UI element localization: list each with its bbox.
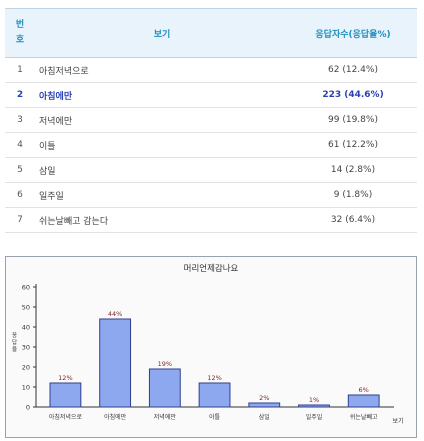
x-tick-label: 이틀 [209,413,221,421]
bar [198,382,231,408]
row-option: 쉬는날빼고 감는다 [35,207,289,233]
x-tick-label: 아침저녁으로 [49,413,83,421]
chart-title: 머리언제감나요 [184,263,239,274]
x-tick-label: 일주일 [306,413,323,421]
y-tick-label: 0 [26,404,30,412]
bar-value-label: 1% [309,396,319,404]
bar-value-label: 12% [58,374,72,382]
x-tick-label: 아침에만 [104,413,127,421]
row-number: 3 [5,107,35,133]
table-row: 4 이틀 61 (12.2%) [5,132,417,158]
y-tick-label: 60 [22,284,30,292]
bar [49,382,82,408]
table-row: 5 삼일 14 (2.8%) [5,157,417,183]
row-count: 99 (19.8%) [289,107,417,133]
y-tick-label: 30 [22,344,30,352]
x-tick-label: 저녁에만 [154,413,177,421]
row-number: 2 [5,82,35,108]
bar [347,394,380,408]
row-option: 삼일 [35,157,289,183]
y-tick-label: 50 [22,304,30,312]
bar-chart: 머리언제감나요 0 10 20 30 40 50 60 응 답 율 12% 아침저녁으로 44% 아침에만 1… [5,256,417,438]
bar [99,318,132,408]
bar [298,404,330,408]
row-count: 32 (6.4%) [289,207,417,233]
row-count: 223 (44.6%) [289,82,417,108]
x-axis-label: 보기 [392,417,403,425]
y-tick-label: 20 [22,364,30,372]
row-count: 14 (2.8%) [289,157,417,183]
table-row: 7 쉬는날빼고 감는다 32 (6.4%) [5,207,417,233]
x-tick-label: 삼일 [259,413,270,421]
row-number: 7 [5,207,35,233]
row-number: 5 [5,157,35,183]
header-option: 보기 [35,8,289,58]
bar [148,368,181,408]
y-tick-label: 40 [22,324,30,332]
row-option: 일주일 [35,182,289,208]
row-option: 저녁에만 [35,107,289,133]
table-row: 2 아침에만 223 (44.6%) [5,82,417,108]
header-count: 응답자수(응답율%) [289,8,417,58]
table-row: 6 일주일 9 (1.8%) [5,182,417,208]
bar-value-label: 12% [207,374,221,382]
row-number: 1 [5,57,35,83]
bar-value-label: 2% [259,394,269,402]
bar-value-label: 6% [359,386,369,394]
row-count: 9 (1.8%) [289,182,417,208]
bar-value-label: 44% [108,310,122,318]
x-tick-label: 쉬는날빼고 [350,413,378,421]
bar [248,402,281,408]
row-count: 61 (12.2%) [289,132,417,158]
table-body: 1 아침저녁으로 62 (12.4%) 2 아침에만 223 (44.6%) 3 저녁에만 99… [5,57,417,233]
bar-chart-svg: 머리언제감나요 0 10 20 30 40 50 60 응 답 율 12% 아침저녁으로 44% 아침에만 1… [12,263,404,425]
row-option: 이틀 [35,132,289,158]
table-row: 3 저녁에만 99 (19.8%) [5,107,417,133]
row-number: 6 [5,182,35,208]
y-tick-label: 10 [22,384,30,392]
row-option: 아침저녁으로 [35,57,289,83]
row-option: 아침에만 [35,82,289,108]
bar-value-label: 19% [158,360,172,368]
table-row: 1 아침저녁으로 62 (12.4%) [5,57,417,83]
row-number: 4 [5,132,35,158]
row-count: 62 (12.4%) [289,57,417,83]
